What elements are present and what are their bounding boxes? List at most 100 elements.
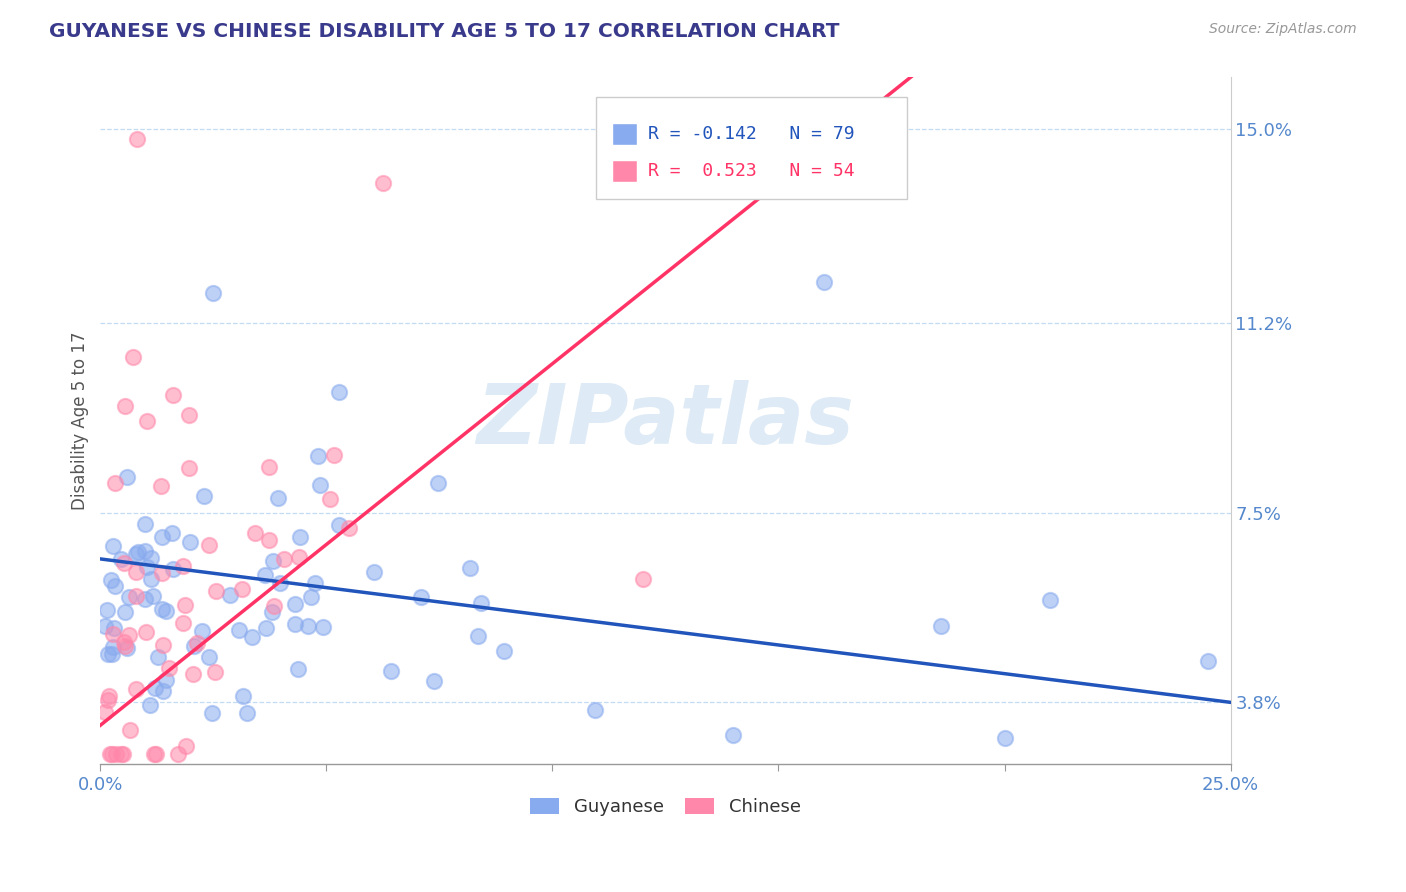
Point [283,617,305,632]
Point [136,414,159,428]
Point [297,619,319,633]
Point [174,599,197,613]
Point [631,573,654,587]
Point [202,285,225,300]
Point [307,449,329,463]
Point [328,385,350,400]
Point [287,662,309,676]
Point [337,521,360,535]
Point [993,731,1015,746]
Point [134,516,156,531]
Point [470,595,492,609]
Text: GUYANESE VS CHINESE DISABILITY AGE 5 TO 17 CORRELATION CHART: GUYANESE VS CHINESE DISABILITY AGE 5 TO … [49,22,839,41]
Point [166,747,188,761]
Point [134,543,156,558]
Point [183,639,205,653]
Point [125,565,148,579]
Point [152,683,174,698]
Point [114,605,136,619]
Point [458,561,481,575]
Point [135,624,157,639]
Point [150,479,173,493]
Point [125,547,148,561]
Point [583,703,606,717]
Point [155,604,177,618]
Point [118,590,141,604]
Point [467,629,489,643]
Point [299,590,322,604]
Point [254,621,277,635]
Point [98,747,121,761]
Point [312,620,335,634]
Text: R = -0.142   N = 79: R = -0.142 N = 79 [648,125,855,143]
Point [179,535,201,549]
Point [115,641,138,656]
Point [139,551,162,566]
Point [373,177,395,191]
Point [125,681,148,696]
Point [143,747,166,761]
Point [304,576,326,591]
Point [198,538,221,552]
Point [232,689,254,703]
Point [139,698,162,712]
Text: R =  0.523   N = 54: R = 0.523 N = 54 [648,162,855,180]
Point [162,562,184,576]
Point [240,630,263,644]
Point [105,747,128,761]
Point [157,661,180,675]
Point [97,693,120,707]
Point [231,582,253,596]
Legend: Guyanese, Chinese: Guyanese, Chinese [523,790,808,823]
Point [136,560,159,574]
Point [273,552,295,566]
Point [101,640,124,655]
Point [380,664,402,678]
Point [101,626,124,640]
Point [284,597,307,611]
Point [186,636,208,650]
Point [97,648,120,662]
Point [422,673,444,688]
Point [127,544,149,558]
Point [143,681,166,695]
Point [125,132,148,146]
Point [721,729,744,743]
Point [204,583,226,598]
Point [426,476,449,491]
Text: ZIPatlas: ZIPatlas [477,380,855,461]
Point [115,470,138,484]
Point [177,408,200,422]
Point [111,747,134,761]
Point [929,619,952,633]
Point [100,573,122,587]
Point [112,556,135,570]
Point [181,667,204,681]
Point [100,747,122,761]
Point [160,526,183,541]
Point [96,603,118,617]
Point [150,602,173,616]
Point [235,706,257,720]
Point [309,477,332,491]
Point [193,489,215,503]
Point [1197,654,1219,668]
Point [322,448,344,462]
Point [103,621,125,635]
Point [204,665,226,679]
Y-axis label: Disability Age 5 to 17: Disability Age 5 to 17 [72,332,89,510]
Point [257,459,280,474]
Point [219,588,242,602]
Point [152,566,174,581]
Point [254,568,277,582]
Point [494,644,516,658]
Point [104,579,127,593]
Point [98,689,121,703]
Point [288,549,311,564]
Point [172,558,194,573]
Point [257,533,280,547]
Point [179,461,201,475]
Point [328,517,350,532]
Point [150,530,173,544]
Point [118,723,141,738]
